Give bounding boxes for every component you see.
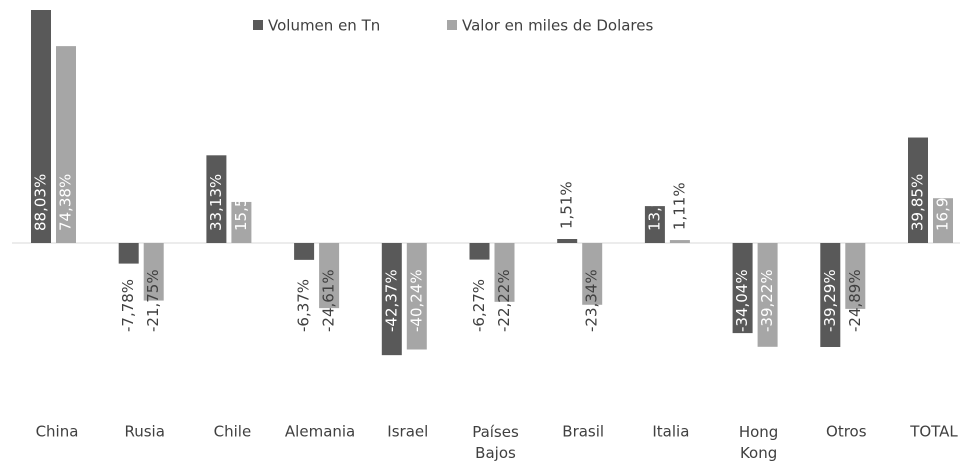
legend-swatch	[447, 20, 457, 30]
bar	[644, 206, 665, 243]
data-label: -40,24%	[407, 269, 425, 332]
bar	[118, 243, 139, 264]
data-label: -6,37%	[295, 279, 313, 332]
bar	[319, 243, 340, 309]
data-label: -24,89%	[846, 269, 864, 332]
data-label: 33,13%	[207, 174, 225, 231]
bar	[206, 155, 227, 243]
bar	[908, 137, 928, 243]
data-label: 88,03%	[32, 174, 50, 231]
bar	[294, 243, 315, 260]
data-label: 13,94%	[645, 174, 663, 231]
bar	[494, 243, 515, 302]
data-label: -7,78%	[119, 279, 137, 332]
x-tick-label: Hong Kong	[739, 423, 779, 462]
data-label: -22,22%	[495, 269, 513, 332]
data-label: -39,22%	[758, 269, 776, 332]
bar	[469, 243, 490, 260]
bar	[56, 46, 76, 243]
bar	[820, 243, 841, 347]
data-label: 16,92%	[934, 174, 952, 231]
data-label: -21,75%	[144, 269, 162, 332]
x-tick-label: Brasil	[562, 423, 604, 441]
bar	[757, 243, 778, 347]
bar	[231, 201, 252, 243]
bar	[31, 10, 51, 243]
data-label: 39,85%	[909, 174, 927, 231]
bar	[933, 198, 953, 243]
data-label: -23,34%	[583, 269, 601, 332]
data-label: 1,51%	[558, 181, 576, 229]
legend-label: Volumen en Tn	[268, 17, 380, 35]
bar	[557, 239, 578, 243]
bar	[381, 243, 402, 356]
bar	[406, 243, 427, 350]
x-tick-label: Alemania	[285, 423, 355, 441]
x-tick-label: Israel	[387, 423, 428, 441]
bar	[582, 243, 603, 305]
data-label: 15,51%	[232, 174, 250, 231]
bar	[845, 243, 866, 309]
x-tick-label: China	[36, 423, 79, 441]
data-label: -39,29%	[821, 269, 839, 332]
data-label: -6,27%	[470, 279, 488, 332]
x-tick-label: Países Bajos	[472, 423, 519, 462]
data-label: -42,37%	[382, 269, 400, 332]
data-label: -24,61%	[320, 269, 338, 332]
bar	[669, 240, 690, 243]
bar	[143, 243, 164, 301]
x-tick-label: Otros	[826, 423, 867, 441]
x-tick-label: Chile	[214, 423, 252, 441]
data-label: 1,11%	[670, 182, 688, 230]
x-tick-label: TOTAL	[909, 423, 958, 441]
data-label: -34,04%	[733, 269, 751, 332]
data-label: 74,38%	[57, 174, 75, 231]
x-tick-label: Rusia	[124, 423, 164, 441]
legend-swatch	[253, 20, 263, 30]
bar	[732, 243, 753, 334]
legend-label: Valor en miles de Dolares	[462, 17, 654, 35]
x-tick-label: Italia	[652, 423, 689, 441]
